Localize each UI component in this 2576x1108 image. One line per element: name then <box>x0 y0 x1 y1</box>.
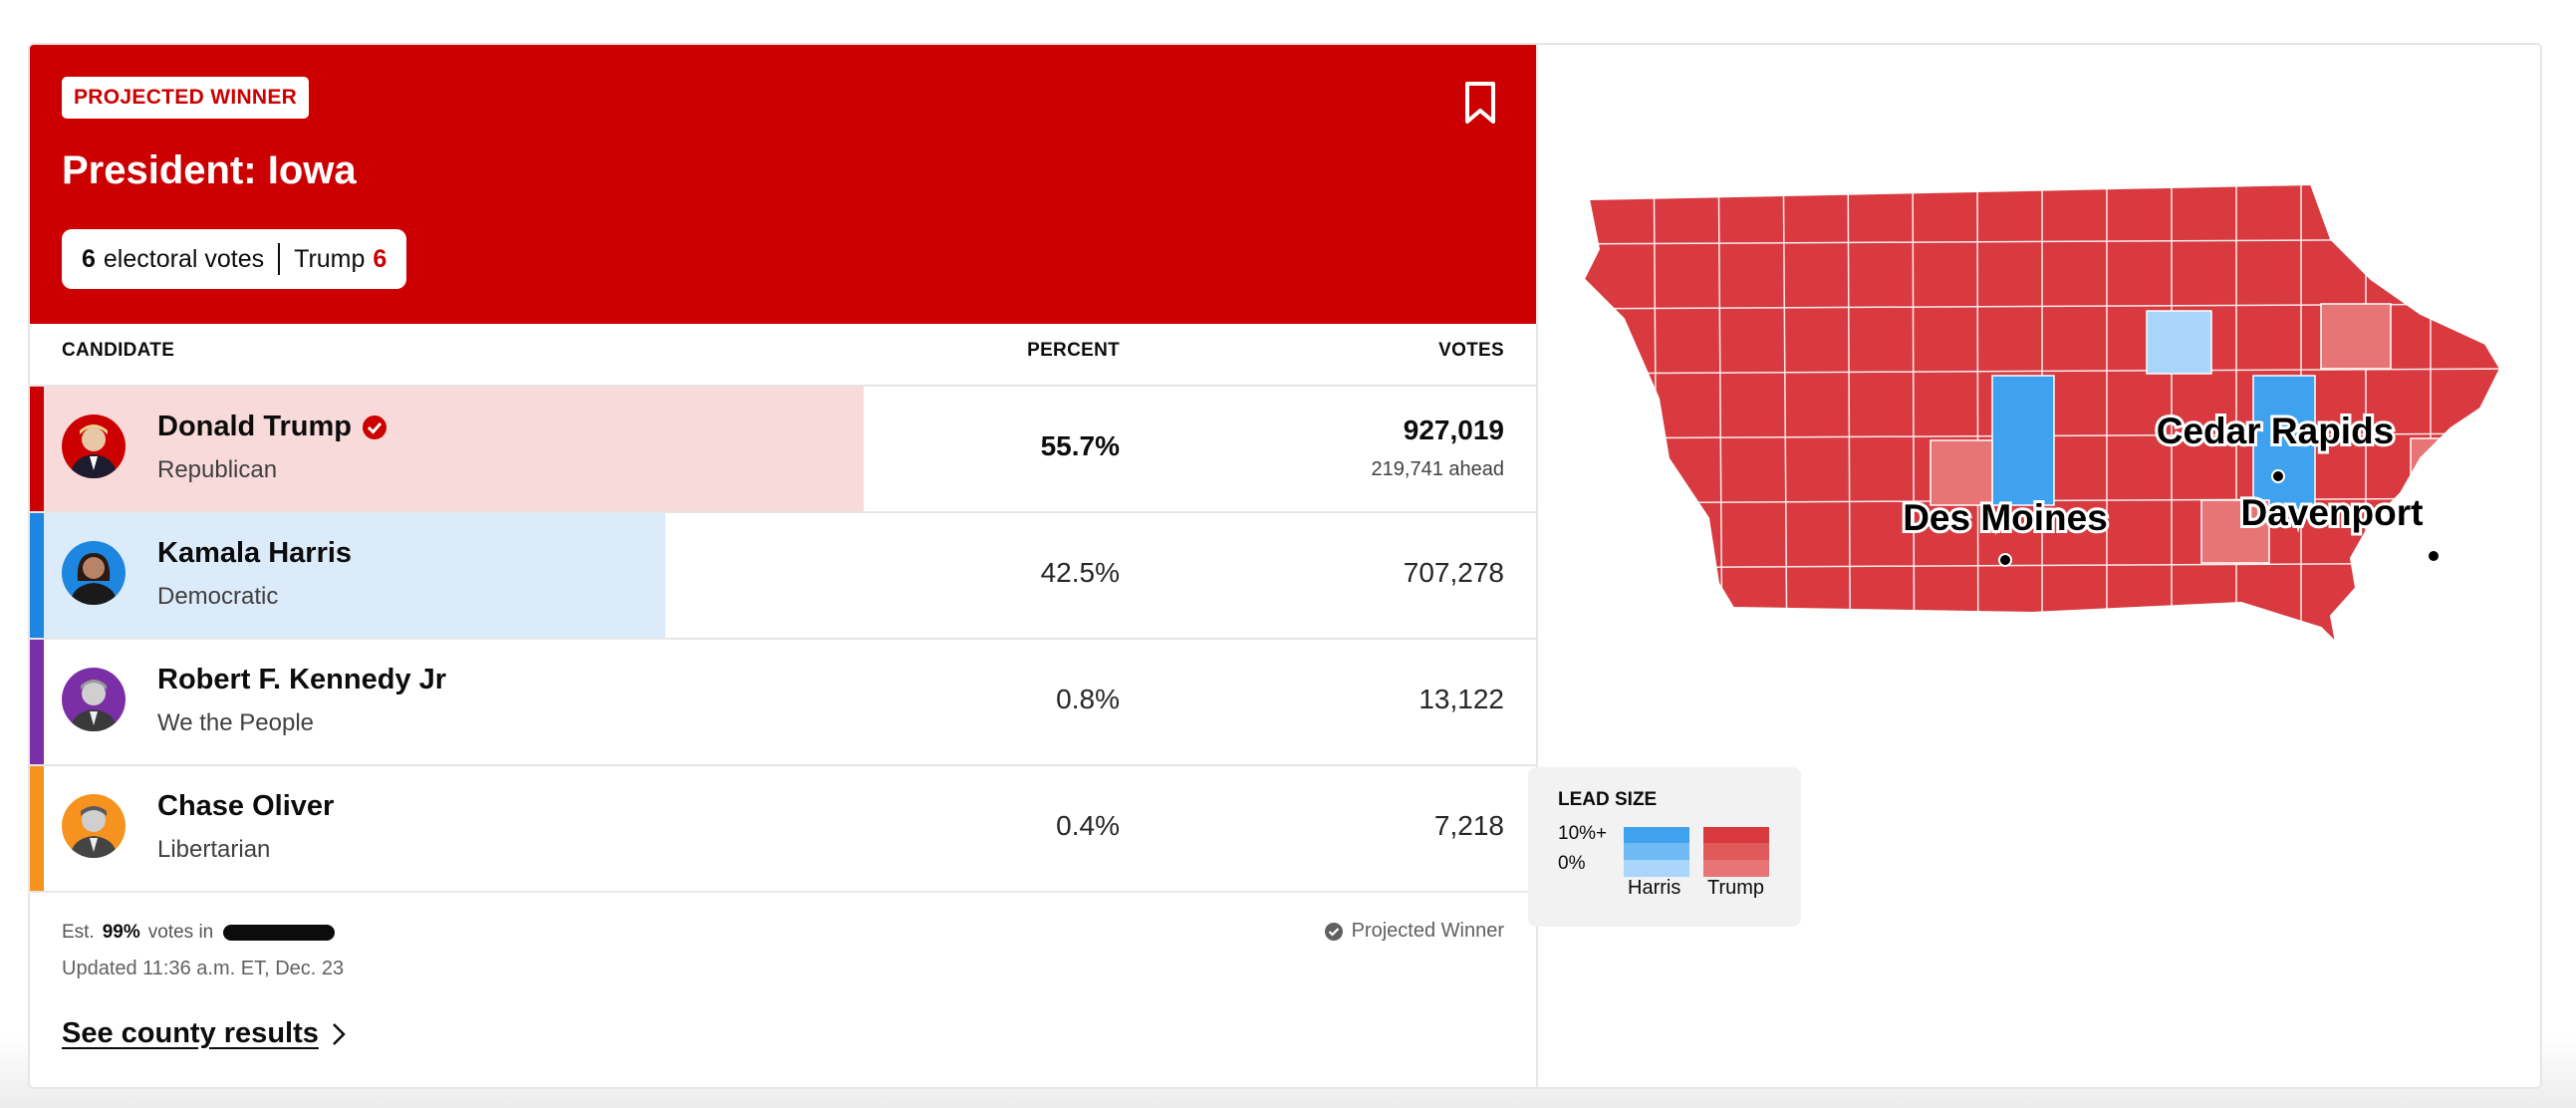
lead-bar <box>44 513 665 638</box>
legend-title: LEAD SIZE <box>1558 789 1658 810</box>
page-title: President: Iowa <box>62 148 357 192</box>
harris-swatch <box>1624 827 1689 877</box>
est-pct: 99% <box>102 922 140 943</box>
est-suffix: votes in <box>147 922 214 943</box>
legend-trump: Trump <box>1707 877 1765 899</box>
city-label-des-moines: Des Moines <box>1903 497 2108 538</box>
avatar <box>62 668 126 731</box>
ev-label: electoral votes <box>103 244 265 273</box>
city-label-cedar-rapids: Cedar Rapids <box>2157 411 2395 451</box>
party-stripe <box>30 766 44 891</box>
county-trump-lean-3 <box>2410 437 2481 499</box>
race-header: PROJECTED WINNER President: Iowa 6 elect… <box>30 45 1536 324</box>
lead-bar <box>44 387 864 511</box>
votes-value: 13,122 <box>1418 684 1504 714</box>
party-stripe <box>30 513 44 638</box>
candidate-name-wrap: Robert F. Kennedy Jr <box>157 664 446 696</box>
candidate-name: Kamala Harris <box>157 537 353 569</box>
percent-value: 0.4% <box>1056 810 1120 841</box>
projected-winner-label: Projected Winner <box>1351 920 1504 942</box>
ev-winner-name: Trump <box>294 244 366 273</box>
percent-value: 55.7% <box>1040 430 1120 461</box>
candidate-row: Robert F. Kennedy Jr We the People 0.8% … <box>30 638 1536 764</box>
party-stripe <box>30 640 44 764</box>
lead-size-legend: LEAD SIZE 10%+ 0% Harris Trump <box>1528 767 1801 927</box>
legend-low: 0% <box>1558 853 1586 874</box>
candidate-row: Chase Oliver Libertarian 0.4% 7,218 <box>30 764 1536 893</box>
city-label-davenport: Davenport <box>2241 492 2424 533</box>
county-harris-lean <box>2146 310 2212 375</box>
candidate-name-wrap: Chase Oliver <box>157 790 334 823</box>
party-label: We the People <box>157 709 314 736</box>
party-stripe <box>30 387 44 511</box>
results-panel: PROJECTED WINNER President: Iowa 6 elect… <box>30 45 1536 1087</box>
county-grid <box>1584 184 2500 643</box>
county-trump-lean-2 <box>2320 303 2392 370</box>
county-harris-linn <box>2252 375 2316 511</box>
avatar <box>62 415 126 478</box>
party-label: Democratic <box>157 583 279 610</box>
est-prefix: Est. <box>62 922 95 943</box>
projected-winner-note: Projected Winner <box>1324 920 1504 943</box>
trump-swatch <box>1703 827 1769 877</box>
winner-check-icon <box>362 415 386 439</box>
county-trump-lean-4 <box>2200 499 2270 564</box>
city-dot-davenport <box>2427 549 2441 563</box>
see-county-results-link[interactable]: See county results <box>62 1017 347 1050</box>
avatar <box>62 541 126 605</box>
city-dot-des-moines <box>1998 553 2012 567</box>
county-harris-polk <box>1991 375 2055 506</box>
votes-estimate: Est. 99% votes in <box>62 922 336 944</box>
party-label: Republican <box>157 456 278 483</box>
iowa-county-map[interactable]: Cedar Rapids Des Moines Davenport <box>1544 130 2520 807</box>
redacted-bar <box>223 925 336 941</box>
candidate-name: Donald Trump <box>157 411 352 442</box>
see-county-label: See county results <box>62 1017 319 1049</box>
percent-value: 42.5% <box>1040 557 1120 588</box>
candidate-name: Robert F. Kennedy Jr <box>157 664 447 695</box>
projected-winner-badge: PROJECTED WINNER <box>62 77 310 119</box>
candidate-row: Kamala Harris Democratic 42.5% 707,278 <box>30 511 1536 638</box>
votes-value: 707,278 <box>1403 557 1504 588</box>
candidate-table: Donald Trump Republican 55.7% 927,019 21… <box>30 385 1536 893</box>
votes-ahead: 219,741 ahead <box>1371 458 1504 480</box>
panel-divider <box>1536 45 1538 1087</box>
candidate-row: Donald Trump Republican 55.7% 927,019 21… <box>30 385 1536 511</box>
votes-value: 927,019 <box>1403 415 1504 445</box>
votes-value: 7,218 <box>1433 810 1504 841</box>
chevron-right-icon <box>332 1022 346 1045</box>
ev-separator <box>278 243 281 275</box>
avatar <box>62 794 126 858</box>
column-header-percent: PERCENT <box>1027 340 1120 361</box>
electoral-votes-pill: 6 electoral votes Trump 6 <box>62 229 407 289</box>
column-header-votes: VOTES <box>1438 340 1504 361</box>
legend-high: 10%+ <box>1558 823 1608 844</box>
updated-timestamp: Updated 11:36 a.m. ET, Dec. 23 <box>62 958 345 979</box>
column-header-candidate: CANDIDATE <box>62 340 175 361</box>
bookmark-icon[interactable] <box>1460 79 1500 127</box>
party-label: Libertarian <box>157 836 271 863</box>
candidate-name-wrap: Kamala Harris <box>157 537 352 570</box>
city-dot-cedar-rapids <box>2271 469 2285 483</box>
candidate-name: Chase Oliver <box>157 790 335 822</box>
legend-harris: Harris <box>1628 877 1681 899</box>
ev-count: 6 <box>82 244 96 273</box>
county-trump-lean-1 <box>1930 439 1993 506</box>
percent-value: 0.8% <box>1056 684 1120 714</box>
candidate-name-wrap: Donald Trump <box>157 411 387 443</box>
ev-winner-count: 6 <box>373 244 387 273</box>
city-labels: Cedar Rapids Des Moines Davenport <box>1900 408 2426 541</box>
check-circle-icon <box>1324 922 1343 941</box>
